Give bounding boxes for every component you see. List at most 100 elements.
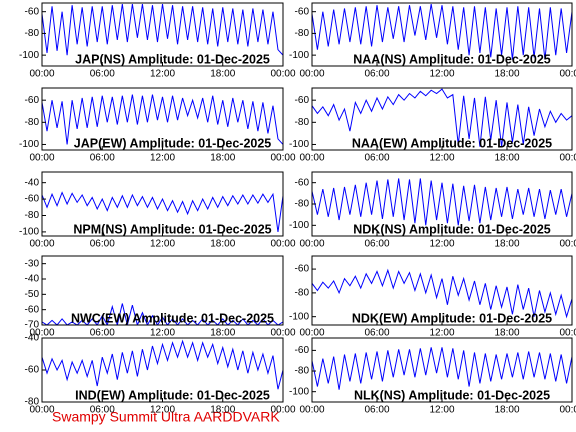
x-tick-label: 06:00	[90, 405, 115, 416]
x-tick-label: 18:00	[210, 239, 235, 250]
y-tick-label: -40	[25, 177, 40, 188]
y-tick-label: -100	[289, 311, 309, 322]
y-tick-label: -60	[25, 6, 40, 17]
signal-line	[42, 94, 283, 145]
y-tick-label: -80	[25, 210, 40, 221]
signal-line	[42, 303, 283, 325]
y-tick-label: -100	[289, 220, 309, 231]
x-tick-label: 00:00	[29, 328, 54, 339]
y-tick-label: -60	[295, 345, 310, 356]
y-tick-label: -80	[295, 28, 310, 39]
x-tick-label: 12:00	[429, 153, 454, 164]
y-tick-label: -40	[25, 333, 40, 344]
x-tick-label: 18:00	[210, 69, 235, 80]
x-tick-label: 18:00	[494, 69, 519, 80]
x-tick-label: 00:00	[299, 328, 324, 339]
x-tick-label: 06:00	[90, 153, 115, 164]
x-tick-label: 18:00	[494, 153, 519, 164]
y-tick-label: -100	[289, 386, 309, 397]
x-tick-label: 18:00	[210, 328, 235, 339]
signal-line	[312, 268, 572, 319]
y-tick-label: -100	[289, 50, 309, 61]
panel-title: NLK(NS) Amplitude: 01-Dec-2025	[354, 388, 550, 402]
signal-line	[312, 178, 572, 226]
panel-title: NDK(EW) Amplitude: 01-Dec-2025	[352, 311, 552, 325]
x-tick-label: 00:00	[270, 328, 295, 339]
panel: -60 -80 -100 00:00 06:00 12:00 18:00 00:00 NDK(E…	[289, 255, 576, 339]
x-tick-label: 00:00	[270, 239, 295, 250]
x-tick-label: 06:00	[90, 328, 115, 339]
panel: -60 -80 -100 00:00 06:00 12:00 18:00 00:00 NAA(N…	[289, 2, 576, 80]
signal-line	[42, 4, 283, 56]
signal-line	[312, 88, 572, 147]
signal-line	[42, 191, 283, 232]
signal-line	[312, 347, 572, 390]
x-tick-label: 06:00	[364, 405, 389, 416]
x-tick-label: 00:00	[559, 69, 576, 80]
x-tick-label: 12:00	[429, 405, 454, 416]
y-tick-label: -80	[295, 288, 310, 299]
footer: Swampy Summit Ultra AARDDVARK	[52, 409, 280, 425]
y-tick-label: -100	[19, 50, 39, 61]
panel-title: NWC(EW) Amplitude: 01-Dec-2025	[71, 311, 274, 325]
x-tick-label: 12:00	[150, 153, 175, 164]
x-tick-label: 00:00	[559, 153, 576, 164]
y-tick-label: -60	[295, 6, 310, 17]
x-tick-label: 00:00	[270, 405, 295, 416]
x-tick-label: 18:00	[494, 239, 519, 250]
y-tick-label: -100	[19, 227, 39, 238]
x-tick-label: 06:00	[90, 69, 115, 80]
y-tick-label: -80	[295, 117, 310, 128]
x-tick-label: 06:00	[364, 239, 389, 250]
x-tick-label: 18:00	[494, 328, 519, 339]
y-tick-label: -60	[295, 95, 310, 106]
x-tick-label: 00:00	[29, 69, 54, 80]
x-tick-label: 06:00	[90, 239, 115, 250]
signal-line	[42, 339, 283, 390]
panel-title: NPM(NS) Amplitude: 01-Dec-2025	[73, 222, 271, 236]
y-tick-label: -100	[289, 139, 309, 150]
panel: -60 -80 -100 00:00 06:00 12:00 18:00 00:00 NDK(N…	[289, 171, 576, 250]
x-tick-label: 06:00	[364, 153, 389, 164]
x-tick-label: 00:00	[29, 405, 54, 416]
x-tick-label: 00:00	[270, 153, 295, 164]
x-tick-label: 00:00	[559, 328, 576, 339]
y-tick-label: -60	[25, 194, 40, 205]
x-tick-label: 18:00	[494, 405, 519, 416]
panel-title: NAA(EW) Amplitude: 01-Dec-2025	[352, 136, 552, 150]
x-tick-label: 00:00	[559, 405, 576, 416]
x-tick-label: 12:00	[429, 239, 454, 250]
y-tick-label: -70	[25, 320, 40, 331]
y-tick-label: -60	[25, 304, 40, 315]
panel-title: NAA(NS) Amplitude: 01-Dec-2025	[353, 52, 551, 66]
x-tick-label: 12:00	[150, 239, 175, 250]
y-tick-label: -80	[25, 397, 40, 408]
y-tick-label: -80	[295, 199, 310, 210]
x-tick-label: 00:00	[299, 405, 324, 416]
x-tick-label: 18:00	[210, 153, 235, 164]
x-tick-label: 12:00	[150, 328, 175, 339]
x-tick-label: 00:00	[299, 239, 324, 250]
y-tick-label: -60	[295, 177, 310, 188]
y-tick-label: -80	[295, 366, 310, 377]
panel-title: JAP(EW) Amplitude: 01-Dec-2025	[74, 136, 272, 150]
x-tick-label: 06:00	[364, 69, 389, 80]
x-tick-label: 06:00	[364, 328, 389, 339]
signal-line	[312, 4, 572, 60]
panel-title: NDK(NS) Amplitude: 01-Dec-2025	[353, 222, 551, 236]
x-tick-label: 12:00	[429, 69, 454, 80]
y-tick-label: -60	[25, 365, 40, 376]
x-tick-label: 12:00	[150, 405, 175, 416]
x-tick-label: 00:00	[29, 239, 54, 250]
panel: -60 -80 -100 00:00 06:00 12:00 18:00 00:00 JAP(E…	[19, 87, 296, 164]
x-tick-label: 00:00	[559, 239, 576, 250]
y-tick-label: -60	[25, 95, 40, 106]
x-tick-label: 00:00	[299, 153, 324, 164]
x-tick-label: 18:00	[210, 405, 235, 416]
y-tick-label: -30	[25, 258, 40, 269]
